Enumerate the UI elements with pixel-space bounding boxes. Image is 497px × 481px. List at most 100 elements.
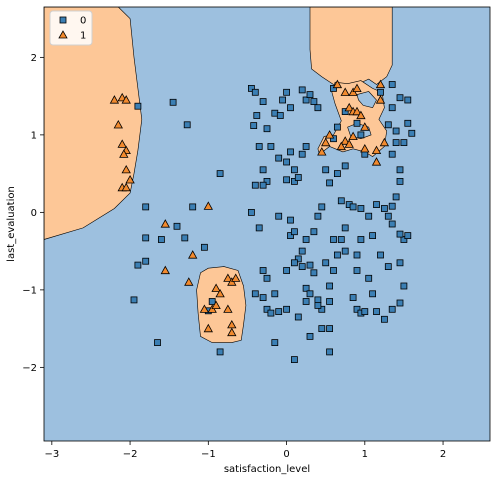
point-class-0-102 <box>404 232 412 240</box>
point-class-0-45 <box>247 208 255 216</box>
point-class-0-92 <box>361 308 369 316</box>
point-class-0-60 <box>318 203 326 211</box>
legend-label-1: 1 <box>80 31 86 42</box>
point-class-1-40 <box>344 139 354 148</box>
point-class-0-34 <box>255 143 263 150</box>
point-class-1-42 <box>360 143 370 153</box>
legend: 01 <box>49 10 93 46</box>
x-tick-label: −3 <box>44 449 59 460</box>
point-class-1-47 <box>317 147 327 156</box>
point-class-0-104 <box>388 220 396 228</box>
point-class-0-144 <box>341 162 349 170</box>
point-class-1-38 <box>360 122 370 131</box>
point-class-1-46 <box>348 131 358 141</box>
point-class-1-34 <box>344 102 354 112</box>
point-class-0-80 <box>333 251 341 259</box>
point-class-0-50 <box>290 177 298 185</box>
legend-marker-1 <box>58 30 68 39</box>
point-class-1-10 <box>125 174 135 184</box>
point-class-0-25 <box>276 112 284 119</box>
point-class-0-53 <box>290 228 298 236</box>
point-class-1-23 <box>231 273 241 282</box>
point-class-0-127 <box>294 313 302 321</box>
point-class-1-39 <box>340 136 350 145</box>
point-class-0-67 <box>290 259 298 267</box>
point-class-0-129 <box>314 301 322 309</box>
point-class-1-18 <box>211 300 221 310</box>
point-class-0-57 <box>302 236 310 243</box>
point-class-0-98 <box>396 299 404 307</box>
legend-marker-0 <box>59 16 67 24</box>
point-class-0-86 <box>357 236 365 243</box>
point-class-0-49 <box>283 176 291 184</box>
point-class-0-20 <box>259 98 267 105</box>
point-class-0-110 <box>396 166 404 174</box>
point-class-0-113 <box>400 139 408 147</box>
x-tick-label: −2 <box>123 449 138 460</box>
region-class-1-bottom-island <box>196 266 247 343</box>
point-class-1-41 <box>336 141 346 151</box>
point-class-1-12 <box>160 265 170 275</box>
plot-frame <box>43 6 491 442</box>
point-class-1-14 <box>184 277 194 286</box>
point-class-0-107 <box>388 202 396 210</box>
point-class-0-75 <box>318 325 326 333</box>
point-class-0-82 <box>341 224 349 232</box>
point-class-0-56 <box>298 247 306 255</box>
point-class-0-150 <box>377 251 384 259</box>
point-class-0-26 <box>279 96 287 104</box>
point-class-0-85 <box>357 205 365 212</box>
point-class-0-153 <box>373 201 380 209</box>
point-class-0-141 <box>330 135 337 143</box>
point-class-0-71 <box>302 284 310 292</box>
point-class-0-138 <box>357 131 365 139</box>
point-class-1-13 <box>188 250 198 259</box>
point-class-0-126 <box>283 305 291 313</box>
point-class-0-116 <box>404 119 412 127</box>
point-class-1-26 <box>223 304 233 313</box>
point-class-1-43 <box>371 145 382 155</box>
point-class-0-81 <box>337 236 345 243</box>
point-class-0-117 <box>408 129 416 137</box>
point-class-1-36 <box>352 106 362 116</box>
point-class-0-147 <box>330 236 337 243</box>
point-class-0-122 <box>388 81 396 88</box>
point-class-0-115 <box>392 127 400 135</box>
y-tick-label: 0 <box>31 208 37 219</box>
point-class-0-124 <box>267 309 275 317</box>
point-class-0-137 <box>353 119 361 127</box>
point-class-0-90 <box>353 305 361 313</box>
point-class-0-54 <box>287 216 294 224</box>
point-class-0-142 <box>333 123 341 131</box>
point-class-0-121 <box>377 88 384 96</box>
point-class-0-114 <box>384 121 392 129</box>
point-class-1-1 <box>121 95 131 104</box>
region-class-1-top-strip <box>309 7 393 89</box>
point-class-0-32 <box>310 98 318 105</box>
point-class-0-11 <box>173 222 181 230</box>
point-class-0-145 <box>326 179 334 187</box>
point-class-0-131 <box>326 325 334 333</box>
point-class-0-63 <box>251 290 259 298</box>
point-class-0-2 <box>183 121 191 129</box>
point-class-0-120 <box>396 94 404 102</box>
point-class-0-73 <box>306 290 314 298</box>
legend-label-0: 0 <box>80 16 86 27</box>
point-class-0-108 <box>392 193 400 201</box>
point-class-1-9 <box>121 182 131 192</box>
point-class-0-13 <box>154 339 161 347</box>
x-tick-label: −1 <box>201 449 216 460</box>
point-class-0-93 <box>365 274 373 282</box>
point-class-1-4 <box>117 139 127 148</box>
point-class-0-84 <box>349 203 357 211</box>
point-class-0-101 <box>400 236 408 243</box>
region-class-1-left <box>44 7 143 240</box>
point-class-0-111 <box>388 150 396 158</box>
point-class-0-3 <box>142 203 150 211</box>
point-class-0-94 <box>369 290 377 298</box>
point-class-0-135 <box>330 85 337 92</box>
point-class-0-1 <box>169 98 177 106</box>
point-class-0-4 <box>142 234 150 242</box>
